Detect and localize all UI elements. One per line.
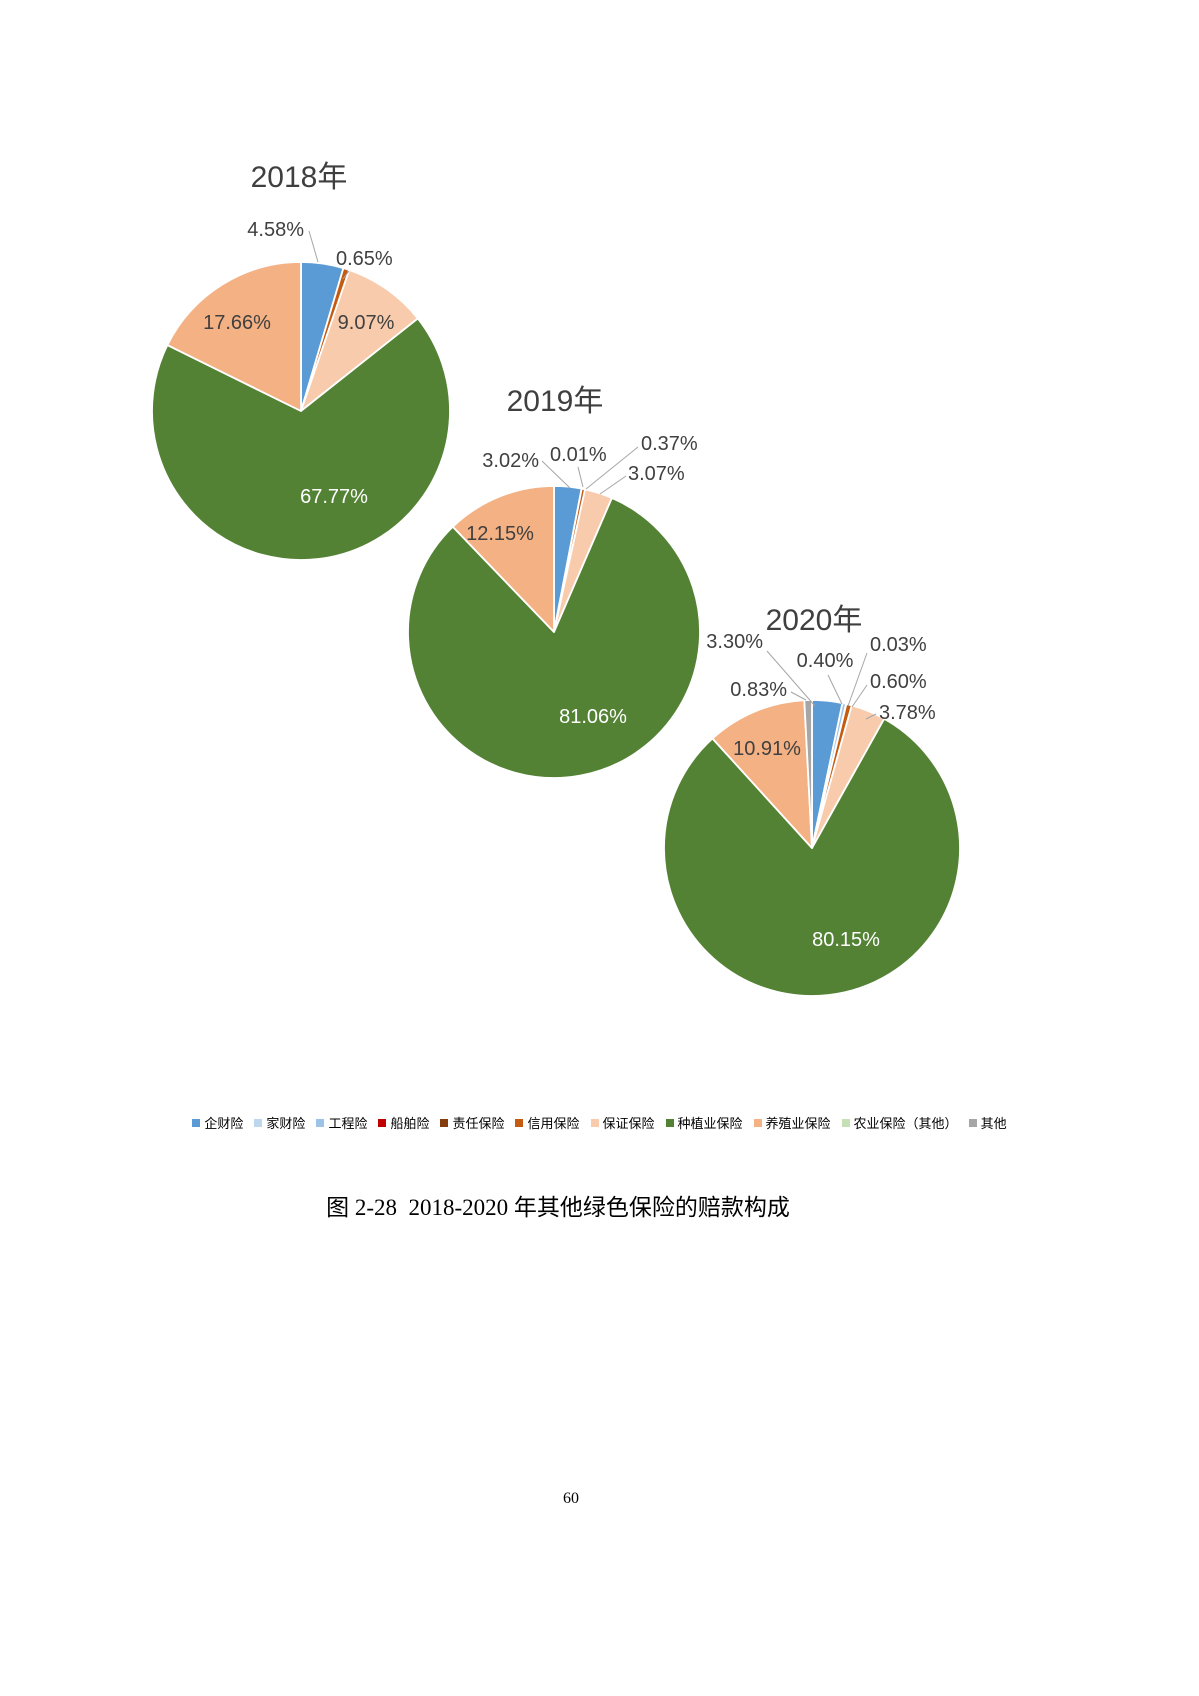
data-label-2020年-其他: 0.83% [730, 679, 787, 701]
legend-swatch-icon [440, 1118, 449, 1127]
legend-swatch-icon [590, 1118, 599, 1127]
pie-slice-2020年-种植业保险 [663, 717, 961, 997]
label-leader-line [847, 652, 868, 707]
pie-slice-2020年-其他 [803, 699, 813, 849]
data-label-2018年-信用保险: 0.65% [336, 248, 393, 270]
legend-item-责任保险: 责任保险 [440, 1113, 504, 1132]
data-label-2019年-种植业保险: 81.06% [559, 706, 627, 728]
data-label-2018年-养殖业保险: 17.66% [203, 312, 271, 334]
legend-item-种植业保险: 种植业保险 [665, 1113, 743, 1132]
legend-item-养殖业保险: 养殖业保险 [753, 1113, 831, 1132]
legend-label: 船舶险 [390, 1116, 430, 1131]
data-label-2020年-养殖业保险: 10.91% [733, 738, 801, 760]
data-label-2019年-信用保险: 0.37% [641, 433, 698, 455]
legend-label: 工程险 [328, 1116, 368, 1131]
legend-item-船舶险: 船舶险 [378, 1113, 429, 1132]
pie-title-2020: 2020年 [765, 604, 863, 637]
legend-swatch-icon [665, 1118, 674, 1127]
legend-item-保证保险: 保证保险 [590, 1113, 655, 1132]
data-label-2018年-种植业保险: 67.77% [300, 486, 368, 508]
label-leader-line [577, 466, 584, 488]
figure-caption: 图 2-28 2018-2020 年其他绿色保险的赔款构成 [326, 1195, 790, 1220]
data-label-2019年-责任保险: 0.01% [550, 444, 607, 466]
pie-slice-2018年-种植业保险 [151, 317, 451, 561]
legend-label: 保证保险 [602, 1116, 655, 1131]
data-label-2019年-保证保险: 3.07% [628, 463, 685, 485]
legend-label: 其他 [980, 1116, 1007, 1131]
pie-slice-2018年-养殖业保险 [166, 261, 302, 412]
legend-label: 企财险 [204, 1116, 244, 1131]
data-label-2020年-企财险: 3.30% [706, 631, 763, 653]
label-leader-line [342, 270, 350, 280]
legend-label: 种植业保险 [677, 1116, 743, 1131]
label-leader-line [790, 691, 807, 701]
pie-slice-2019年-种植业保险 [407, 497, 701, 779]
pie-slice-2020年-养殖业保险 [711, 699, 813, 849]
label-leader-line [766, 650, 816, 707]
legend-label: 责任保险 [452, 1116, 505, 1131]
data-label-2020年-保证保险: 3.78% [879, 702, 936, 724]
legend-swatch-icon [192, 1118, 201, 1127]
data-label-2020年-船舶险: 0.03% [870, 634, 927, 656]
legend-item-工程险: 工程险 [316, 1113, 367, 1132]
label-leader-line [308, 230, 319, 263]
legend-item-信用保险: 信用保险 [515, 1113, 580, 1132]
data-label-2020年-种植业保险: 80.15% [812, 929, 880, 951]
chart-legend: 企财险 家财险 工程险 船舶险 责任保险 信用保险 保证保险 种植业保险 养殖业保险 农业保险（其… [0, 1113, 1199, 1132]
data-label-2019年-养殖业保险: 12.15% [466, 523, 534, 545]
label-leader-line [599, 475, 627, 495]
legend-label: 家财险 [266, 1116, 306, 1131]
pie-title-2018: 2018年 [250, 161, 348, 194]
label-leader-line [827, 674, 843, 705]
legend-label: 农业保险（其他） [853, 1116, 958, 1131]
legend-swatch-icon [753, 1118, 762, 1127]
pie-slice-2019年-养殖业保险 [451, 485, 555, 633]
label-leader-line [851, 684, 868, 708]
legend-label: 养殖业保险 [765, 1116, 831, 1131]
data-label-2020年-工程险: 0.40% [797, 650, 854, 672]
pie-charts-svg: 4.58% 0.65% 9.07% 67.77% 17.66% 3.02% 0.01% 0.3… [151, 219, 961, 997]
legend-swatch-icon [968, 1118, 977, 1127]
data-label-2019年-企财险: 3.02% [482, 450, 539, 472]
legend-item-农业保险（其他）: 农业保险（其他） [841, 1113, 958, 1132]
data-label-2018年-保证保险: 9.07% [338, 312, 395, 334]
label-leader-line [541, 460, 571, 489]
legend-item-企财险: 企财险 [192, 1113, 243, 1132]
page-number: 60 [563, 1490, 579, 1507]
legend-item-家财险: 家财险 [254, 1113, 305, 1132]
legend-swatch-icon [254, 1118, 263, 1127]
label-leader-line [585, 446, 639, 490]
data-label-2018年-企财险: 4.58% [247, 219, 304, 241]
legend-swatch-icon [378, 1118, 387, 1127]
legend-item-其他: 其他 [968, 1113, 1007, 1132]
pie-title-2019: 2019年 [506, 385, 604, 418]
legend-swatch-icon [841, 1118, 850, 1127]
legend-label: 信用保险 [527, 1116, 580, 1131]
data-label-2020年-信用保险: 0.60% [870, 671, 927, 693]
legend-swatch-icon [316, 1118, 325, 1127]
label-leader-line [865, 713, 877, 720]
legend-swatch-icon [515, 1118, 524, 1127]
pie-slice-2018年-保证保险 [300, 269, 419, 412]
